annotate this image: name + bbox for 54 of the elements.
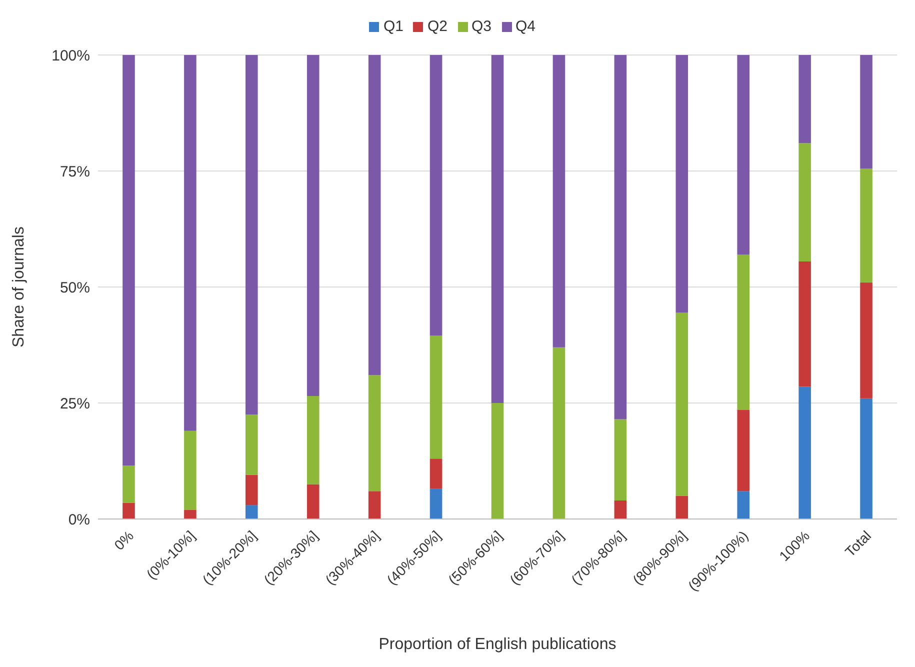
legend-label: Q3 — [472, 18, 492, 35]
y-tick-label: 100% — [52, 47, 90, 64]
bar — [614, 419, 627, 500]
bar — [122, 502, 135, 519]
bar — [306, 484, 320, 519]
legend-label: Q1 — [383, 18, 404, 35]
bar — [737, 55, 750, 255]
bar — [430, 55, 442, 336]
bar — [798, 261, 811, 387]
bar — [246, 474, 258, 506]
bar — [368, 55, 381, 376]
y-axis-title: Share of journals — [10, 226, 28, 348]
bar — [430, 488, 442, 519]
bar — [798, 55, 811, 144]
x-axis-title: Proportion of English publications — [378, 636, 616, 653]
bar — [306, 396, 320, 484]
bar — [246, 505, 258, 519]
bar — [860, 282, 872, 398]
bar — [491, 403, 504, 519]
bar — [430, 458, 442, 489]
bar — [184, 430, 196, 510]
bar — [676, 55, 688, 313]
y-tick-label: 75% — [60, 163, 90, 180]
bar — [737, 491, 750, 519]
y-tick-label: 25% — [60, 395, 90, 412]
bar — [368, 375, 381, 492]
bar — [737, 254, 750, 410]
bar — [246, 55, 258, 415]
bar — [430, 336, 442, 459]
bar — [246, 414, 258, 475]
bar — [122, 55, 135, 466]
legend-label: Q4 — [516, 18, 536, 35]
x-tick-label: 0% — [110, 527, 137, 554]
bar — [676, 312, 688, 496]
bar — [306, 55, 320, 396]
bar — [184, 55, 196, 431]
bar — [860, 398, 872, 519]
bar — [676, 496, 688, 519]
bar — [737, 410, 750, 492]
bar — [614, 55, 627, 420]
y-tick-label: 0% — [68, 511, 90, 528]
bar — [552, 55, 566, 348]
bar — [614, 500, 627, 519]
bar — [798, 386, 811, 519]
bar — [368, 491, 381, 519]
bar — [184, 510, 196, 519]
y-tick-label: 50% — [60, 279, 90, 296]
legend-label: Q2 — [427, 18, 448, 35]
bar — [122, 466, 135, 503]
bar — [860, 168, 872, 282]
bar — [860, 55, 872, 169]
bar — [491, 55, 504, 403]
bar — [798, 143, 811, 262]
bar — [552, 347, 566, 519]
